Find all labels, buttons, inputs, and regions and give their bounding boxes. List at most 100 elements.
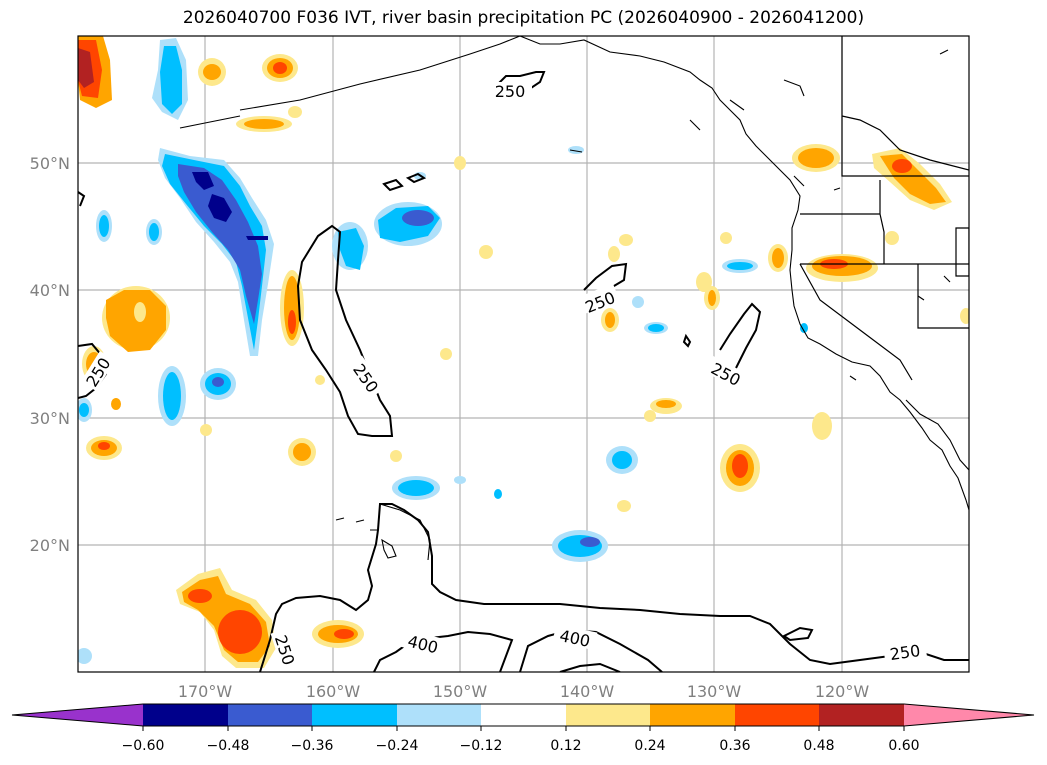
positive-anomaly xyxy=(619,234,633,246)
positive-anomaly xyxy=(644,410,656,422)
positive-anomaly xyxy=(203,64,221,80)
positive-anomaly xyxy=(812,412,832,440)
colorbar-segment xyxy=(228,704,312,726)
colorbar: −0.60 −0.48 −0.36 −0.24 −0.12 0.12 0.24 … xyxy=(11,703,1035,754)
contour-label: 250 xyxy=(889,641,922,664)
coastline xyxy=(239,36,521,111)
colorbar-tick-label: 0.24 xyxy=(634,738,665,754)
figure-title: 2026040700 F036 IVT, river basin precipi… xyxy=(182,8,865,28)
lon-tick-label: 130°W xyxy=(687,682,742,701)
positive-anomaly xyxy=(218,610,262,654)
positive-anomaly xyxy=(885,231,899,245)
negative-anomaly xyxy=(727,262,753,270)
colorbar-tick-label: 0.60 xyxy=(888,738,919,754)
colorbar-segment xyxy=(397,704,481,726)
ivt-contour xyxy=(373,630,514,672)
negative-anomaly xyxy=(454,476,466,484)
lat-tick-label: 50°N xyxy=(30,154,70,173)
positive-anomaly xyxy=(772,248,784,268)
ivt-contour xyxy=(259,503,969,672)
political-borders xyxy=(799,36,969,381)
positive-anomaly xyxy=(605,312,615,328)
colorbar-tick-label: 0.48 xyxy=(803,738,834,754)
positive-anomaly xyxy=(293,443,311,461)
coastline xyxy=(689,79,805,187)
colorbar-tick-label: −0.24 xyxy=(376,738,419,754)
negative-anomaly xyxy=(800,323,808,333)
negative-anomaly xyxy=(398,480,434,496)
positive-anomaly xyxy=(315,375,325,385)
map-background xyxy=(78,36,969,672)
positive-anomaly xyxy=(98,442,110,450)
positive-anomaly xyxy=(708,290,716,306)
colorbar-segment xyxy=(904,704,1034,726)
negative-anomaly xyxy=(338,228,364,270)
negative-anomaly xyxy=(208,194,232,222)
coastline xyxy=(519,36,969,511)
colorbar-tick-label: −0.36 xyxy=(291,738,334,754)
colorbar-segment xyxy=(819,704,904,726)
coastline xyxy=(379,503,431,561)
positive-anomaly xyxy=(732,454,748,478)
ivt-contour xyxy=(782,626,814,642)
positive-anomaly xyxy=(390,450,402,462)
lon-tick-label: 160°W xyxy=(306,682,361,701)
ivt-contour xyxy=(719,302,762,369)
negative-anomaly xyxy=(632,296,644,308)
colorbar-segment xyxy=(143,704,228,726)
positive-anomaly xyxy=(334,629,354,639)
negative-anomaly xyxy=(162,154,266,350)
positive-anomaly xyxy=(284,276,300,340)
lon-tick-label: 150°W xyxy=(433,682,488,701)
positive-anomaly xyxy=(244,119,284,129)
positive-anomaly xyxy=(288,310,296,334)
map-frame xyxy=(77,35,970,673)
positive-anomaly xyxy=(134,302,146,322)
coastline xyxy=(833,49,951,381)
negative-anomaly xyxy=(192,172,214,190)
border-line xyxy=(841,115,969,171)
ivt-contour xyxy=(682,333,692,348)
negative-anomaly xyxy=(402,210,434,226)
lon-tick-label: 120°W xyxy=(815,682,870,701)
contour-label: 250 xyxy=(495,82,526,101)
lat-tick-label: 20°N xyxy=(30,536,70,555)
negative-anomaly xyxy=(160,46,182,114)
lon-tick-labels: 170°W 160°W 150°W 140°W 130°W 120°W xyxy=(178,682,870,701)
colorbar-tick-label: 0.36 xyxy=(719,738,750,754)
colorbar-tick-label: −0.12 xyxy=(460,738,503,754)
colorbar-segment xyxy=(566,704,650,726)
negative-anomaly xyxy=(212,377,224,387)
border-line xyxy=(799,180,969,381)
negative-anomaly xyxy=(78,648,92,664)
colorbar-segment xyxy=(12,704,143,726)
coastline xyxy=(335,517,397,559)
colorbar-tick-label: −0.48 xyxy=(207,738,250,754)
positive-anomaly xyxy=(960,308,969,324)
lon-tick-label: 140°W xyxy=(560,682,615,701)
negative-anomaly xyxy=(99,215,109,237)
positive-anomaly xyxy=(608,246,620,262)
colorbar-segment xyxy=(312,704,397,726)
coastline xyxy=(569,149,583,153)
positive-anomaly xyxy=(288,106,302,118)
positive-anomaly xyxy=(440,348,452,360)
positive-anomaly xyxy=(111,398,121,410)
colorbar-segment xyxy=(650,704,735,726)
positive-anomaly xyxy=(798,148,834,168)
lat-tick-labels: 20°N 30°N 40°N 50°N xyxy=(30,154,70,555)
contour-label-group: 250 250 250 250 250 250 400 400 250 xyxy=(80,82,928,670)
negative-anomaly xyxy=(79,403,89,417)
positive-anomaly xyxy=(200,424,212,436)
positive-anomaly xyxy=(656,400,676,408)
ivt-contour xyxy=(78,191,86,207)
positive-anomaly xyxy=(454,156,466,170)
positive-anomaly xyxy=(479,245,493,259)
negative-anomaly xyxy=(178,164,262,324)
coastlines xyxy=(179,36,969,561)
positive-anomaly xyxy=(696,272,712,292)
negative-anomaly xyxy=(494,489,502,499)
negative-anomaly xyxy=(648,324,664,332)
coastline xyxy=(905,399,969,471)
